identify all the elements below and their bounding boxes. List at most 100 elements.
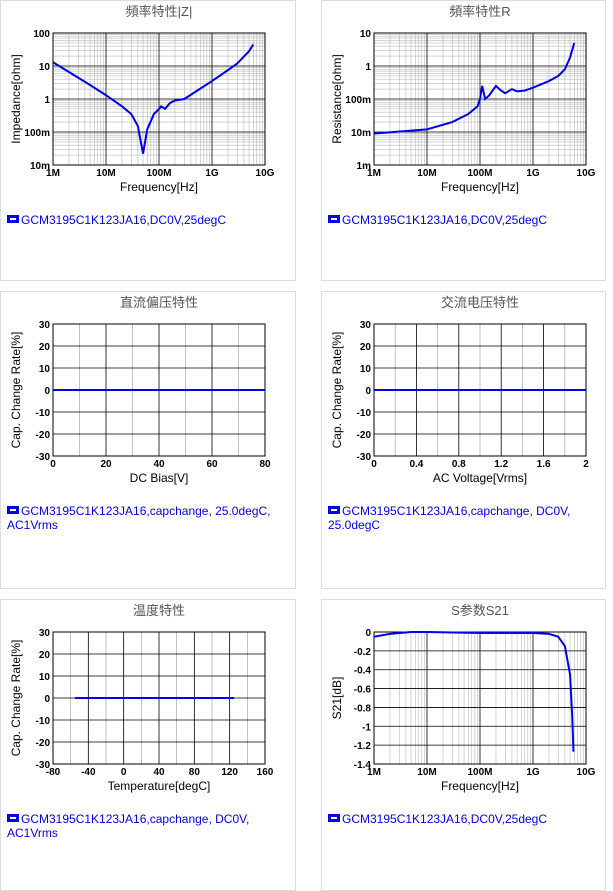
y-tick-label: 10: [360, 364, 372, 375]
legend-swatch: [328, 506, 340, 514]
y-tick-label: -0.8: [354, 703, 372, 714]
y-tick-label: 100: [33, 29, 50, 40]
y-tick-label: 10m: [30, 161, 50, 172]
chart-title: 交流电压特性: [441, 295, 519, 310]
y-tick-label: 20: [39, 342, 51, 353]
y-tick-label: 1m: [357, 161, 372, 172]
x-tick-label: 1.2: [494, 459, 508, 470]
y-tick-label: 0: [365, 386, 371, 397]
plot-frame: [52, 32, 266, 166]
y-tick-label: -30: [36, 760, 51, 771]
x-tick-label: 1G: [526, 168, 540, 179]
x-tick-label: 160: [257, 767, 274, 778]
chart-title: 直流偏压特性: [120, 295, 198, 310]
series-line: [373, 631, 575, 752]
legend-entry[interactable]: GCM3195C1K123JA16,DC0V,25degC: [7, 213, 277, 227]
y-tick-label: 30: [39, 320, 51, 331]
x-axis-label: Frequency[Hz]: [441, 180, 519, 194]
x-tick-label: 100M: [467, 767, 492, 778]
y-tick-label: 0: [44, 386, 50, 397]
y-tick-label: 20: [39, 650, 51, 661]
x-axis-label: Frequency[Hz]: [441, 779, 519, 793]
y-tick-label: 0: [365, 628, 371, 639]
legend-text[interactable]: GCM3195C1K123JA16,capchange, DC0V, AC1Vr…: [7, 812, 250, 840]
x-tick-label: 1.6: [537, 459, 551, 470]
y-tick-label: -10: [36, 716, 51, 727]
y-tick-label: 10: [39, 364, 51, 375]
legend-text[interactable]: GCM3195C1K123JA16,DC0V,25degC: [21, 213, 227, 227]
x-tick-label: 2: [583, 459, 589, 470]
chart-title: 温度特性: [133, 603, 185, 618]
plot-frame: [373, 32, 587, 166]
y-axis-label: Cap. Change Rate[%]: [9, 640, 23, 757]
x-tick-label: 10M: [417, 168, 436, 179]
x-tick-label: 60: [206, 459, 218, 470]
x-tick-label: 10G: [256, 168, 275, 179]
chart: 頻率特性R 1M 10M 100M 1G 10G 1m 10m 100m 1 10 Frequency…: [330, 4, 596, 194]
legend-entry[interactable]: GCM3195C1K123JA16,capchange, 25.0degC, A…: [7, 504, 277, 532]
x-tick-label: -80: [46, 767, 61, 778]
y-axis-label: Resistance[ohm]: [330, 54, 344, 143]
x-tick-label: 20: [100, 459, 112, 470]
x-tick-label: 0: [50, 459, 56, 470]
legend-entry[interactable]: GCM3195C1K123JA16,DC0V,25degC: [328, 812, 598, 826]
x-tick-label: 100M: [146, 168, 171, 179]
legend-swatch: [328, 215, 340, 223]
legend-text[interactable]: GCM3195C1K123JA16,capchange, DC0V, 25.0d…: [328, 504, 571, 532]
y-tick-label: -20: [36, 430, 51, 441]
y-tick-label: -1: [362, 722, 371, 733]
legend-swatch: [7, 215, 19, 223]
x-tick-label: 120: [221, 767, 238, 778]
y-tick-label: 10: [360, 29, 372, 40]
x-axis-label: AC Voltage[Vrms]: [433, 471, 527, 485]
y-tick-label: -0.6: [354, 685, 372, 696]
x-axis-label: Temperature[degC]: [108, 779, 211, 793]
legend-entry[interactable]: GCM3195C1K123JA16,capchange, DC0V, AC1Vr…: [7, 812, 277, 840]
chart-title: S参数S21: [451, 603, 509, 618]
legend-entry[interactable]: GCM3195C1K123JA16,DC0V,25degC: [328, 213, 598, 227]
legend-entry[interactable]: GCM3195C1K123JA16,capchange, DC0V, 25.0d…: [328, 504, 598, 532]
y-tick-label: -0.2: [354, 647, 372, 658]
x-tick-label: 80: [259, 459, 271, 470]
x-tick-label: 100M: [467, 168, 492, 179]
x-tick-label: 10G: [577, 767, 596, 778]
x-tick-label: 40: [153, 767, 165, 778]
chart-title: 頻率特性|Z|: [126, 4, 193, 19]
x-tick-label: 10G: [577, 168, 596, 179]
y-tick-label: -30: [36, 452, 51, 463]
legend-swatch: [328, 814, 340, 822]
series-line: [373, 42, 576, 135]
legend-swatch: [7, 814, 19, 822]
chart-title: 頻率特性R: [449, 4, 510, 19]
x-tick-label: 80: [189, 767, 201, 778]
y-tick-label: -20: [36, 738, 51, 749]
x-axis-label: Frequency[Hz]: [120, 180, 198, 194]
x-tick-label: 1M: [367, 767, 381, 778]
y-tick-label: 1: [365, 62, 371, 73]
chart-panel: S参数S21 1M 10M 100M 1G 10G 0 -0.2 -0.4 -0.6 -0.8 -1 -…: [321, 599, 606, 891]
y-axis-label: Cap. Change Rate[%]: [9, 332, 23, 449]
y-tick-label: 100m: [24, 128, 50, 139]
chart: 直流偏压特性 0 20 40 60 80 -30 -20 -10 0 10 20 30 DC Bias[V…: [9, 295, 271, 485]
legend-text[interactable]: GCM3195C1K123JA16,capchange, 25.0degC, A…: [7, 504, 271, 532]
chart: 交流电压特性 0 0.4 0.8 1.2 1.6 2 -30 -20 -10 0 10 20 30 AC V…: [330, 295, 589, 485]
x-tick-label: 0: [121, 767, 127, 778]
legend-text[interactable]: GCM3195C1K123JA16,DC0V,25degC: [342, 213, 548, 227]
chart-panel: 頻率特性|Z| 1M 10M 100M 1G 10G 10m 100m 1 10 100 Freque…: [0, 0, 296, 281]
x-tick-label: 1M: [46, 168, 60, 179]
y-tick-label: 0: [44, 694, 50, 705]
chart: 温度特性 -80 -40 0 40 80 120 160 -30 -20 -10 0 10 20 30 Tem…: [9, 603, 274, 793]
x-tick-label: 0.8: [452, 459, 466, 470]
y-tick-label: 20: [360, 342, 372, 353]
x-tick-label: 1G: [205, 168, 219, 179]
y-axis-label: S21[dB]: [330, 677, 344, 720]
y-tick-label: -1.2: [354, 741, 372, 752]
y-tick-label: -0.4: [354, 666, 372, 677]
y-tick-label: 100m: [345, 95, 371, 106]
chart: S参数S21 1M 10M 100M 1G 10G 0 -0.2 -0.4 -0.6 -0.8 -1 -…: [330, 603, 596, 793]
y-tick-label: -30: [357, 452, 372, 463]
legend-text[interactable]: GCM3195C1K123JA16,DC0V,25degC: [342, 812, 548, 826]
chart-panel: 交流电压特性 0 0.4 0.8 1.2 1.6 2 -30 -20 -10 0 10 20 30 AC V…: [321, 291, 606, 589]
y-tick-label: 1: [44, 95, 50, 106]
